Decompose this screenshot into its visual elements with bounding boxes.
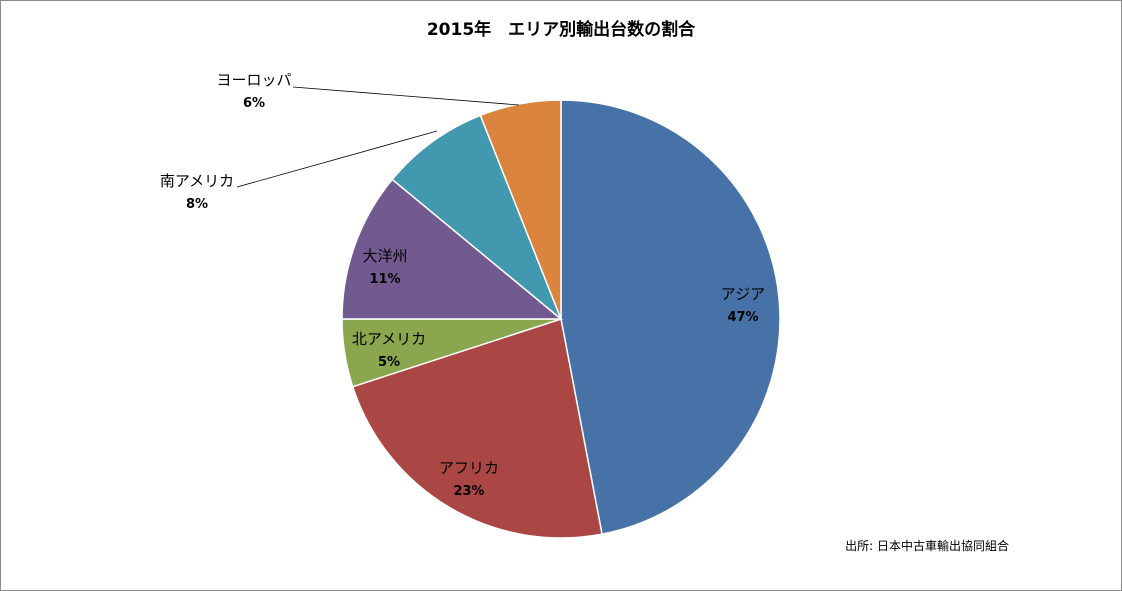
slice-percent-label: 8% xyxy=(186,197,208,212)
slice-name-label: ヨーロッパ xyxy=(216,71,291,89)
pie-slice xyxy=(391,114,562,320)
slice-percent-label: 23% xyxy=(453,484,484,499)
pie-slice xyxy=(341,178,564,320)
pie-slice xyxy=(479,99,562,320)
chart-title: 2015年 エリア別輸出台数の割合 xyxy=(427,19,696,40)
leader-line xyxy=(292,86,520,106)
leader-line xyxy=(236,130,438,188)
pie-slice xyxy=(351,318,603,539)
slice-name-label: アジア xyxy=(721,285,765,303)
slice-percent-label: 6% xyxy=(243,96,265,111)
slice-name-label: 大洋州 xyxy=(362,247,407,265)
slice-name-label: アフリカ xyxy=(439,459,499,477)
source-note: 出所: 日本中古車輸出協同組合 xyxy=(845,538,1009,553)
slice-name-label: 北アメリカ xyxy=(352,330,426,348)
slice-name-label: 南アメリカ xyxy=(160,172,234,190)
pie-slice xyxy=(560,99,781,535)
leader-lines xyxy=(236,86,520,188)
slice-percent-label: 11% xyxy=(369,272,400,287)
slice-percent-label: 5% xyxy=(378,355,400,370)
slice-percent-label: 47% xyxy=(727,310,758,325)
pie-slices xyxy=(341,99,781,539)
slice-labels: アジア 47% アフリカ 23% 北アメリカ 5% 大洋州 11% 南アメリカ 8% ヨーロッパ 6% xyxy=(160,71,765,499)
